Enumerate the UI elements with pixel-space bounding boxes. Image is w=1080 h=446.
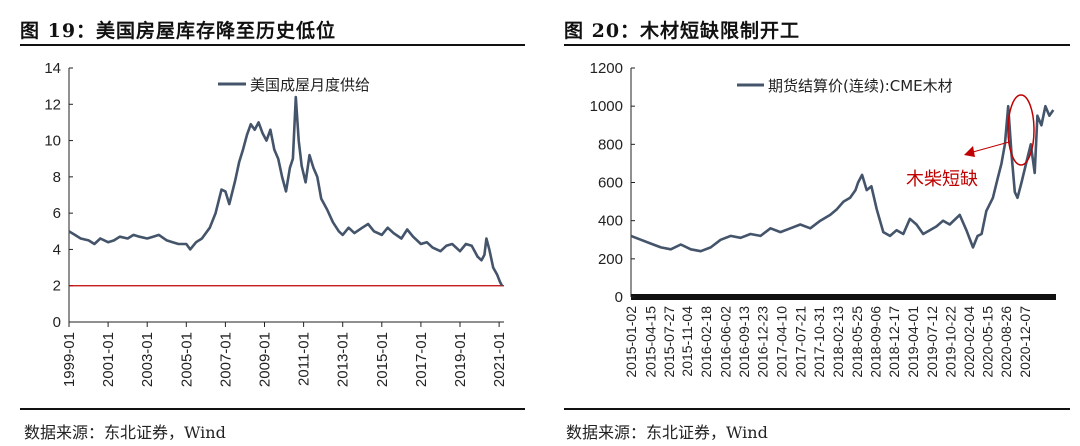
x-tick-label: 2018-12-17 xyxy=(886,306,902,378)
x-tick-label: 2020-02-04 xyxy=(961,306,977,378)
x-tick-label: 2019-01 xyxy=(452,332,469,387)
figure-19-title: 图 19：美国房屋库存降至历史低位 xyxy=(20,20,337,42)
x-tick-label: 2019-07-12 xyxy=(924,306,940,378)
annotation-ellipse xyxy=(1007,94,1035,166)
series-line-housing-supply xyxy=(68,95,504,287)
legend: 美国成屋月度供给 xyxy=(218,76,370,94)
figure-20-source: 数据来源：东北证券，Wind xyxy=(566,423,768,442)
x-tick-label: 2016-09-13 xyxy=(736,306,752,378)
x-tick-label: 2017-04-10 xyxy=(774,306,790,378)
y-tick-label: 14 xyxy=(44,60,61,77)
y-tick-label: 1000 xyxy=(590,98,623,115)
y-tick-label: 4 xyxy=(53,241,61,258)
legend-label: 美国成屋月度供给 xyxy=(250,76,370,94)
x-tick-label: 2020-08-26 xyxy=(998,306,1014,378)
annotation-arrow-line xyxy=(972,141,1010,153)
title-divider xyxy=(20,44,525,46)
x-tick-label: 2016-12-23 xyxy=(754,306,770,378)
shortage-annotation: 木柴短缺 xyxy=(906,94,1035,190)
y-tick-label: 800 xyxy=(598,136,623,153)
legend-label: 期货结算价(连续):CME木材 xyxy=(768,77,953,95)
y-tick-label: 0 xyxy=(615,289,623,306)
x-tick-label: 2016-06-02 xyxy=(717,306,733,378)
y-tick-label: 600 xyxy=(598,175,623,192)
x-tick-label: 2015-01 xyxy=(374,332,391,387)
dense-date-ticks xyxy=(631,294,1056,300)
x-tick-label: 2015-01-02 xyxy=(623,306,639,378)
x-tick-label: 2019-04-01 xyxy=(905,306,921,378)
legend: 期货结算价(连续):CME木材 xyxy=(737,77,953,95)
series-line-lumber-price xyxy=(630,104,1055,253)
source-divider xyxy=(20,408,525,410)
annotation-arrowhead xyxy=(964,146,975,157)
y-tick-label: 400 xyxy=(598,213,623,230)
y-tick-label: 2 xyxy=(53,278,61,295)
x-tick-label: 2017-01 xyxy=(413,332,430,387)
x-tick-label: 2021-01 xyxy=(491,332,508,387)
x-tick-label: 1999-01 xyxy=(61,332,78,387)
chart-axes xyxy=(630,68,1056,300)
x-tick-label: 2015-07-27 xyxy=(661,306,677,378)
y-tick-label: 12 xyxy=(44,96,61,113)
x-tick-label: 2020-05-15 xyxy=(980,306,996,378)
x-tick-label: 2019-10-22 xyxy=(942,306,958,378)
lumber-futures-chart: 0 200 400 600 800 1000 1200 2015-01-02 2015-04-… xyxy=(590,60,1056,378)
chart-axes xyxy=(68,68,504,323)
x-tick-label: 2009-01 xyxy=(257,332,274,387)
x-tick-label: 2018-09-06 xyxy=(867,306,883,378)
y-tick-label: 0 xyxy=(53,314,61,331)
x-tick-label: 2018-05-25 xyxy=(849,306,865,378)
figure-20-panel: 图 20：木材短缺限制开工 0 200 400 600 800 1000 1200 2015… xyxy=(540,0,1080,446)
x-tick-label: 2016-02-18 xyxy=(698,306,714,378)
figure-19-source: 数据来源：东北证券，Wind xyxy=(24,423,226,442)
x-tick-label: 2018-02-13 xyxy=(830,306,846,378)
x-tick-label: 2017-10-31 xyxy=(811,306,827,378)
y-tick-label: 8 xyxy=(53,169,61,186)
x-tick-label: 2015-04-15 xyxy=(642,306,658,378)
x-tick-label: 2015-11-04 xyxy=(679,306,695,377)
x-tick-label: 2001-01 xyxy=(100,332,117,387)
x-tick-label: 2020-12-07 xyxy=(1017,306,1033,378)
source-divider xyxy=(564,408,1070,410)
y-tick-label: 1200 xyxy=(590,60,623,77)
figure-20-title: 图 20：木材短缺限制开工 xyxy=(564,20,801,42)
housing-supply-chart: 0 2 4 6 8 10 12 14 1999-01 2001-01 2003-01 2005-01… xyxy=(44,60,508,387)
figure-19-panel: 图 19：美国房屋库存降至历史低位 0 2 4 6 8 10 12 14 1999-01 200… xyxy=(20,20,525,442)
annotation-label: 木柴短缺 xyxy=(906,169,978,190)
title-divider xyxy=(564,44,1070,46)
x-tick-label: 2011-01 xyxy=(296,332,313,386)
y-tick-label: 10 xyxy=(44,133,61,150)
x-tick-label: 2017-07-21 xyxy=(792,306,808,378)
x-tick-label: 2003-01 xyxy=(139,332,156,387)
x-tick-label: 2005-01 xyxy=(178,332,195,387)
y-tick-label: 200 xyxy=(598,251,623,268)
x-tick-label: 2007-01 xyxy=(217,332,234,387)
y-tick-label: 6 xyxy=(53,205,61,222)
x-tick-label: 2013-01 xyxy=(335,332,352,387)
